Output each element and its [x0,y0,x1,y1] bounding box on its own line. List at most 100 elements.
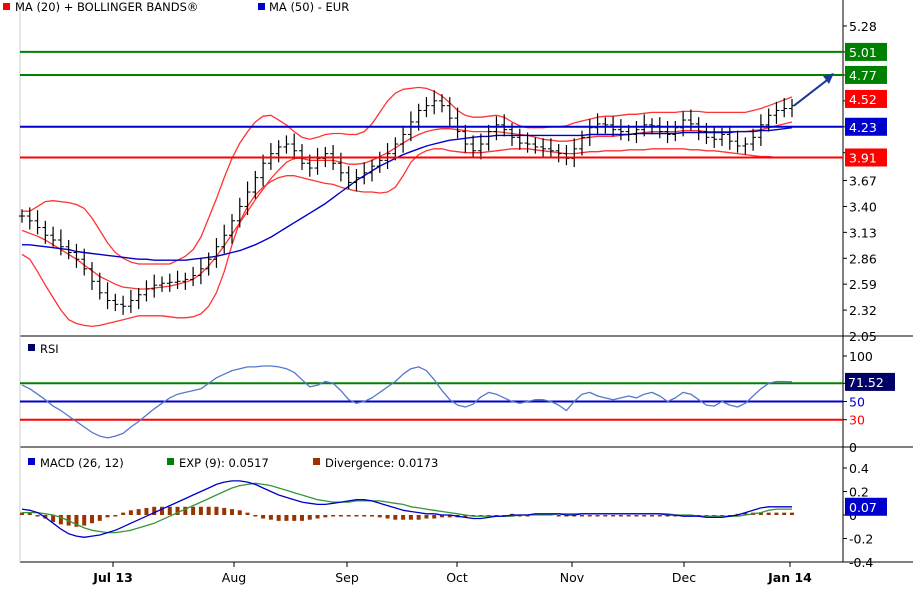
divergence-bar [105,515,110,518]
x-tick-label: Nov [560,570,585,585]
level-label: 5.01 [849,45,877,60]
legend-swatch-rsi [28,344,35,351]
divergence-bar [354,515,359,517]
level-label: 4.77 [849,68,877,83]
divergence-bar [463,515,468,518]
divergence-bar [650,515,654,517]
rsi-y-tick-label: 0 [849,440,857,455]
divergence-bar [315,515,320,519]
divergence-bar [152,506,157,515]
legend-swatch-exp [167,458,174,465]
divergence-bar [268,515,273,520]
divergence-bar [121,512,126,515]
divergence-bar [611,515,616,517]
divergence-bar [276,515,281,521]
divergence-bar [782,512,787,515]
divergence-bar [160,506,164,515]
divergence-bar [657,515,662,517]
rsi-panel: RSI100705030071.52 [20,342,895,455]
rsi-current-box [845,372,895,391]
divergence-bar [292,515,297,521]
legend-label-divergence: Divergence: 0.0173 [325,456,438,470]
legend-swatch-macd [28,458,35,465]
divergence-bar [74,515,79,527]
price-y-tick-label: 5.28 [849,19,877,34]
price-y-tick-label: 2.86 [849,251,877,266]
divergence-bar [595,515,600,517]
price-y-tick-label: 2.05 [849,329,877,344]
divergence-bar [237,510,242,515]
level-label-box [845,117,887,136]
divergence-bar [167,506,172,515]
divergence-bar [346,515,351,517]
divergence-bar [673,515,678,517]
divergence-bar [424,515,429,519]
price-y-tick-label: 3.13 [849,225,877,240]
legend-swatch-divergence [313,458,320,465]
rsi-y-tick-label: 50 [849,395,865,410]
divergence-bar [136,509,141,515]
divergence-bar [665,515,670,517]
level-label: 4.23 [849,120,877,135]
macd-y-tick-label: 0.4 [849,461,869,476]
price-y-tick-label: 3.40 [849,199,877,214]
legend-label-ma50: MA (50) - EUR [269,0,349,14]
divergence-bar [580,515,584,517]
divergence-bar [253,515,258,517]
divergence-bar [27,512,32,515]
macd-y-tick-label: -0.4 [849,555,873,570]
divergence-bar [618,515,623,517]
x-tick-label: Sep [335,570,359,585]
divergence-bar [517,515,522,517]
divergence-bar [284,515,289,521]
divergence-bar [774,512,779,515]
divergence-bar [175,506,180,515]
divergence-bar [300,515,304,521]
bollinger-lower-band [21,148,792,328]
divergence-bar [90,515,94,524]
divergence-bar [401,515,406,520]
legend-label-macd: MACD (26, 12) [40,456,124,470]
divergence-bar [587,515,592,517]
x-tick-label: Dec [672,570,696,585]
x-axis: Jul 13 Aug Sep Oct Nov Dec Jan 14 [92,562,812,585]
macd-current-box [845,497,887,516]
divergence-bar [790,512,794,515]
exp-line [22,482,792,534]
divergence-bar [51,515,56,523]
x-tick-label: Aug [222,570,246,585]
level-label-box [845,42,887,61]
target-arrow [793,76,832,107]
macd-line [21,480,792,538]
rsi-y-tick-label: 100 [849,349,873,364]
level-label: 3.91 [849,150,877,165]
macd-current-label: 0.07 [849,500,877,515]
divergence-bar [323,515,328,518]
legend-label-ma20: MA (20) + BOLLINGER BANDS® [15,0,198,14]
divergence-bar [113,515,118,517]
divergence-bar [222,507,227,515]
divergence-bar [261,515,266,519]
divergence-bar [758,512,763,515]
price-y-tick-label: 2.59 [849,277,877,292]
divergence-bar [128,510,133,515]
bollinger-upper-band [22,86,793,265]
divergence-bar [447,515,452,518]
divergence-bar [370,515,374,517]
legend-swatch-ma20 [3,3,10,10]
macd-y-tick-label: 0.2 [849,485,869,500]
legend-label-rsi: RSI [40,342,59,356]
divergence-bar [82,515,87,526]
x-tick-label: Oct [446,570,468,585]
divergence-bar [331,515,336,517]
divergence-bar [97,515,102,521]
divergence-bar [183,506,188,515]
divergence-bar [245,512,250,515]
macd-panel: MACD (26, 12) EXP (9): 0.0517 Divergence: … [20,456,887,570]
level-label-box [845,148,887,167]
divergence-bar [408,515,413,520]
x-tick-label: Jan 14 [767,570,812,585]
divergence-bar [191,506,196,515]
macd-y-tick-label: -0.2 [849,532,873,547]
